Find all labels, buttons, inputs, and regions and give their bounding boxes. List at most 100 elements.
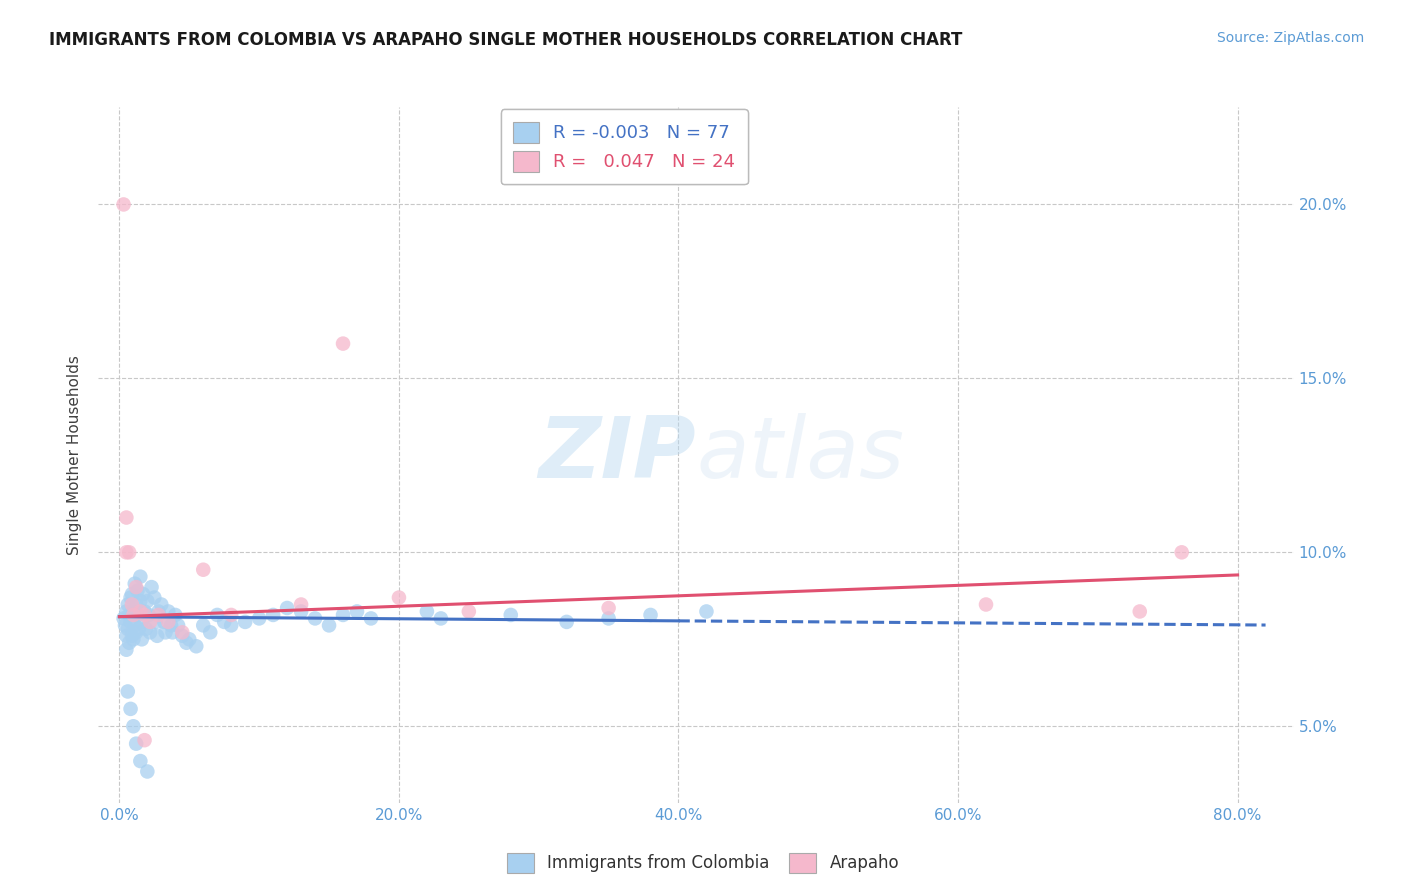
Point: [117, 684, 139, 698]
Point: [141, 580, 163, 594]
Point: [127, 607, 149, 622]
Point: [640, 607, 662, 622]
Point: [115, 642, 138, 657]
Point: [122, 632, 145, 647]
Point: [112, 611, 135, 625]
Point: [117, 598, 139, 612]
Point: [247, 611, 270, 625]
Point: [150, 598, 173, 612]
Point: [290, 598, 312, 612]
Point: [124, 576, 146, 591]
Point: [121, 598, 143, 612]
Point: [120, 702, 142, 716]
Point: [148, 605, 170, 619]
Point: [120, 591, 142, 605]
Point: [115, 629, 138, 643]
Point: [1129, 605, 1152, 619]
Text: atlas: atlas: [696, 413, 904, 497]
Point: [115, 605, 138, 619]
Point: [143, 591, 166, 605]
Point: [157, 605, 180, 619]
Point: [134, 733, 156, 747]
Point: [118, 545, 141, 559]
Point: [153, 615, 176, 629]
Point: [360, 611, 382, 625]
Point: [155, 625, 177, 640]
Point: [117, 622, 139, 636]
Point: [146, 629, 169, 643]
Point: [598, 611, 620, 625]
Point: [129, 570, 152, 584]
Text: IMMIGRANTS FROM COLOMBIA VS ARAPAHO SINGLE MOTHER HOUSEHOLDS CORRELATION CHART: IMMIGRANTS FROM COLOMBIA VS ARAPAHO SING…: [49, 31, 963, 49]
Point: [131, 615, 153, 629]
Text: ZIP: ZIP: [538, 413, 696, 497]
Point: [172, 629, 194, 643]
Point: [112, 197, 135, 211]
Point: [172, 625, 194, 640]
Point: [145, 615, 167, 629]
Point: [499, 607, 522, 622]
Point: [136, 594, 159, 608]
Point: [132, 587, 155, 601]
Point: [165, 607, 187, 622]
Point: [207, 607, 229, 622]
Point: [125, 598, 148, 612]
Point: [430, 611, 453, 625]
Point: [127, 583, 149, 598]
Point: [129, 754, 152, 768]
Point: [167, 618, 190, 632]
Point: [125, 580, 148, 594]
Point: [148, 607, 170, 622]
Point: [125, 625, 148, 640]
Point: [122, 719, 145, 733]
Point: [162, 625, 184, 640]
Point: [555, 615, 578, 629]
Point: [193, 618, 215, 632]
Point: [135, 622, 157, 636]
Point: [388, 591, 411, 605]
Point: [212, 615, 235, 629]
Point: [219, 618, 242, 632]
Point: [416, 605, 439, 619]
Point: [193, 563, 215, 577]
Point: [129, 605, 152, 619]
Point: [115, 510, 138, 524]
Point: [118, 607, 141, 622]
Point: [128, 622, 150, 636]
Y-axis label: Single Mother Households: Single Mother Households: [67, 355, 83, 555]
Point: [332, 336, 354, 351]
Point: [120, 615, 142, 629]
Point: [136, 764, 159, 779]
Point: [114, 618, 136, 632]
Point: [233, 615, 256, 629]
Point: [179, 632, 201, 647]
Point: [1170, 545, 1192, 559]
Point: [695, 605, 717, 619]
Point: [121, 587, 143, 601]
Point: [186, 639, 208, 653]
Point: [134, 607, 156, 622]
Point: [138, 607, 160, 622]
Point: [318, 618, 340, 632]
Text: Source: ZipAtlas.com: Source: ZipAtlas.com: [1216, 31, 1364, 45]
Point: [122, 605, 145, 619]
Point: [200, 625, 222, 640]
Point: [457, 605, 479, 619]
Point: [290, 605, 312, 619]
Point: [121, 629, 143, 643]
Point: [125, 737, 148, 751]
Point: [139, 625, 162, 640]
Point: [219, 607, 242, 622]
Point: [304, 611, 326, 625]
Legend: Immigrants from Colombia, Arapaho: Immigrants from Colombia, Arapaho: [501, 847, 905, 880]
Point: [115, 545, 138, 559]
Point: [598, 601, 620, 615]
Point: [332, 607, 354, 622]
Point: [129, 594, 152, 608]
Point: [346, 605, 368, 619]
Point: [122, 607, 145, 622]
Point: [131, 632, 153, 647]
Point: [262, 607, 284, 622]
Point: [139, 615, 162, 629]
Point: [160, 618, 183, 632]
